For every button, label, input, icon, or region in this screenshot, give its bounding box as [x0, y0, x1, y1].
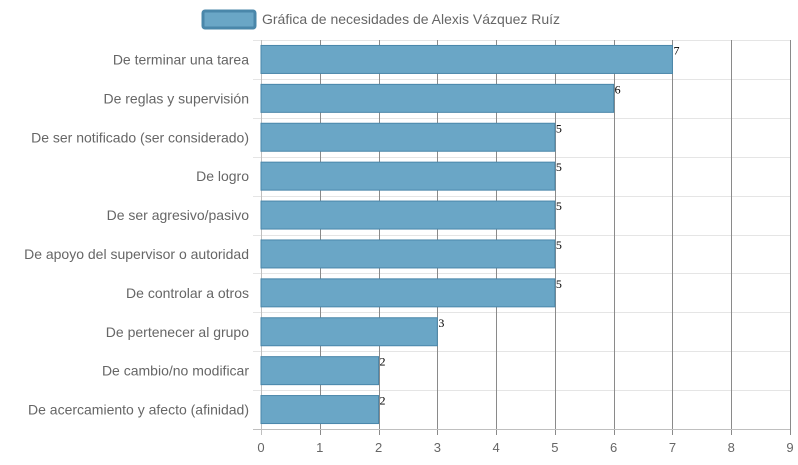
x-tick-label: 8 [728, 440, 735, 455]
bar [260, 317, 438, 347]
bar [260, 44, 673, 74]
data-label: 2 [380, 394, 386, 408]
x-axis-ticks: 0 1 2 3 4 5 6 7 8 9 [257, 440, 793, 455]
data-label: 7 [673, 43, 679, 57]
y-category-label: De apoyo del supervisor o autoridad [24, 246, 249, 262]
y-category-label: De terminar una tarea [113, 51, 249, 67]
data-label: 6 [615, 82, 621, 96]
x-tick-label: 2 [375, 440, 382, 455]
y-category-label: De logro [196, 168, 249, 184]
y-category-label: De ser notificado (ser considerado) [31, 129, 249, 145]
y-category-label: De pertenecer al grupo [106, 324, 249, 340]
x-tick-label: 3 [434, 440, 441, 455]
y-axis-labels: De terminar una tarea De reglas y supervi… [24, 51, 249, 417]
y-category-label: De controlar a otros [126, 285, 249, 301]
y-category-label: De acercamiento y afecto (afinidad) [28, 402, 249, 418]
data-label: 2 [380, 355, 386, 369]
y-category-label: De cambio/no modificar [102, 363, 249, 379]
data-label: 5 [556, 277, 562, 291]
bar [260, 356, 380, 386]
x-tick-label: 6 [610, 440, 617, 455]
legend-label: Gráfica de necesidades de Alexis Vázquez… [262, 11, 560, 27]
bar [260, 122, 556, 152]
bar [260, 83, 615, 113]
data-label: 5 [556, 160, 562, 174]
x-tick-label: 4 [492, 440, 499, 455]
data-labels: 7 6 5 5 5 5 5 3 2 2 [380, 43, 680, 407]
x-tick-label: 9 [786, 440, 793, 455]
y-category-label: De reglas y supervisión [103, 90, 249, 106]
x-tick-label: 0 [257, 440, 264, 455]
y-category-label: De ser agresivo/pasivo [107, 207, 250, 223]
legend-swatch [201, 9, 257, 30]
data-label: 5 [556, 121, 562, 135]
bar [260, 239, 556, 269]
data-label: 5 [556, 199, 562, 213]
data-label: 5 [556, 238, 562, 252]
bar [260, 200, 556, 230]
data-label: 3 [438, 316, 444, 330]
x-tick-label: 7 [669, 440, 676, 455]
x-tick-label: 5 [551, 440, 558, 455]
legend[interactable]: Gráfica de necesidades de Alexis Vázquez… [201, 9, 560, 30]
bars [260, 44, 673, 425]
bar [260, 278, 556, 308]
bar [260, 395, 380, 425]
x-tick-label: 1 [316, 440, 323, 455]
bar [260, 161, 556, 191]
